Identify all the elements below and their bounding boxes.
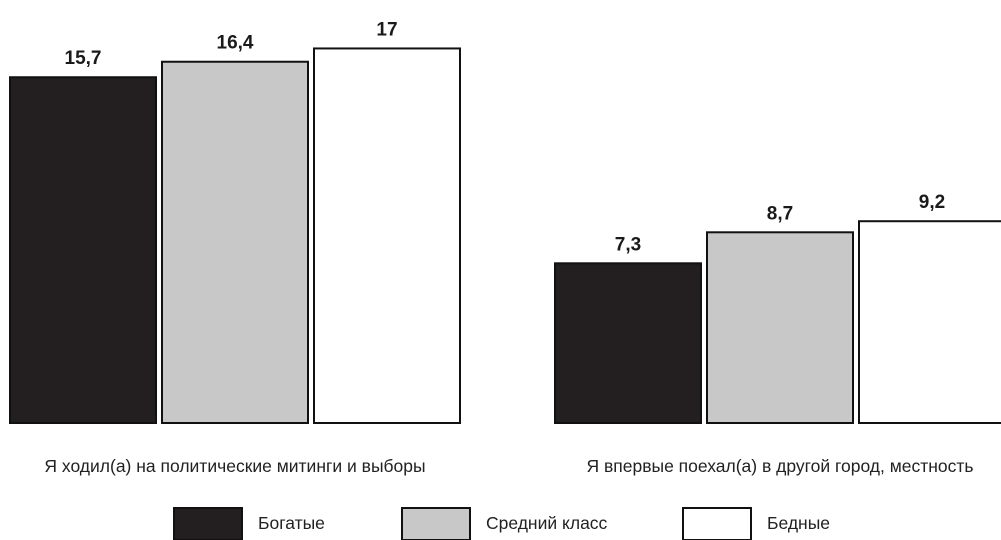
bar-poor-1 [313, 47, 461, 424]
legend-label-poor: Бедные [767, 513, 830, 533]
bar-group-1: 15,7 16,4 17 [9, 19, 461, 425]
category-label-1: Я ходил(а) на политические митинги и выб… [44, 456, 425, 476]
bar-poor-2 [858, 220, 1001, 424]
bar-rich-2 [554, 262, 702, 424]
value-label-middle-2: 8,7 [767, 203, 793, 224]
value-label-rich-2: 7,3 [615, 234, 641, 255]
legend: Богатые Средний класс Бедные [173, 507, 830, 540]
value-label-middle-1: 16,4 [217, 33, 254, 54]
bar-rich-1 [9, 76, 157, 425]
bar-group-2: 7,3 8,7 9,2 [554, 192, 1001, 424]
value-label-poor-1: 17 [376, 19, 397, 40]
value-label-rich-1: 15,7 [65, 48, 102, 69]
legend-swatch-poor [682, 507, 752, 540]
bar-middle-2 [706, 231, 854, 424]
legend-label-middle: Средний класс [486, 513, 608, 533]
legend-label-rich: Богатые [258, 513, 325, 533]
value-label-poor-2: 9,2 [919, 192, 945, 213]
legend-swatch-middle [401, 507, 471, 540]
legend-swatch-rich [173, 507, 243, 540]
category-label-2: Я впервые поехал(а) в другой город, мест… [586, 456, 973, 476]
bar-middle-1 [161, 60, 309, 425]
